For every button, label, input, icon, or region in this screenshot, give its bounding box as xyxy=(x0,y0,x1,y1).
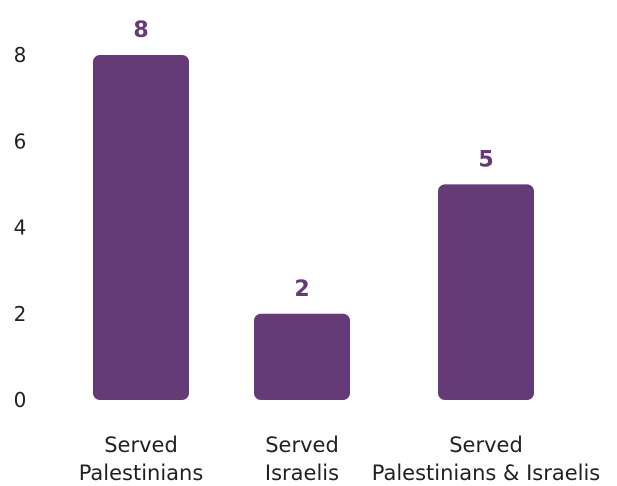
y-tick-label: 6 xyxy=(14,129,27,153)
x-category-label: Served xyxy=(265,433,339,457)
bar xyxy=(254,313,350,400)
y-axis: 0 2 4 6 8 xyxy=(14,43,27,412)
y-tick-label: 2 xyxy=(14,302,27,326)
bar-value-label: 5 xyxy=(478,147,493,172)
x-category-label: Served xyxy=(449,433,523,457)
value-labels: 8 2 5 xyxy=(133,18,493,302)
x-axis: Served Palestinians Served Israelis Served Pa… xyxy=(79,433,601,485)
x-category-label: Israelis xyxy=(265,461,339,485)
y-tick-label: 8 xyxy=(14,43,27,67)
x-category-label: Served xyxy=(104,433,178,457)
bar-value-label: 8 xyxy=(133,18,148,43)
x-category-label: Palestinians xyxy=(79,461,204,485)
bar-value-label: 2 xyxy=(294,277,309,302)
bar xyxy=(438,184,534,400)
bar xyxy=(93,55,189,400)
bars xyxy=(93,55,534,400)
x-category-label: Palestinians & Israelis xyxy=(372,461,601,485)
y-tick-label: 0 xyxy=(14,388,27,412)
y-tick-label: 4 xyxy=(14,216,27,240)
